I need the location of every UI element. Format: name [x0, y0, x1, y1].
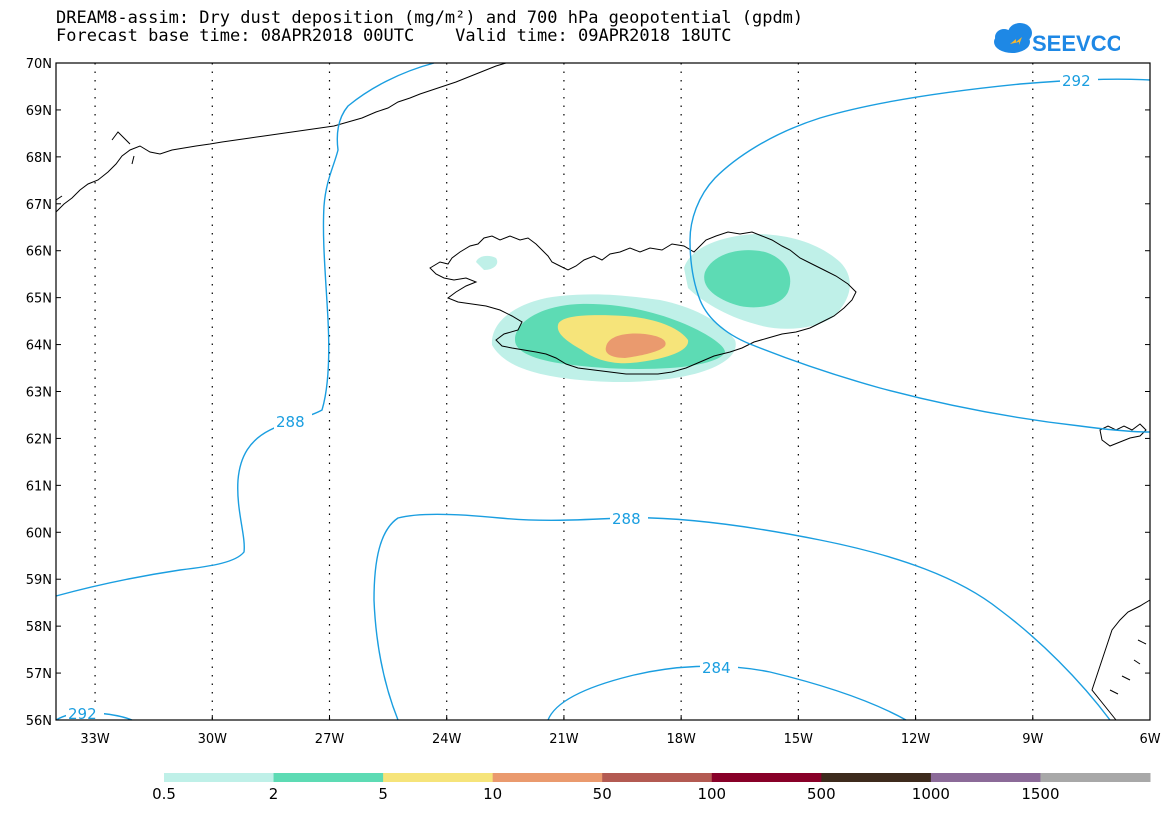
lon-label: 21W	[549, 732, 579, 747]
colorbar-swatch	[492, 773, 603, 782]
greenland-coastline	[55, 62, 507, 213]
lon-label: 30W	[198, 732, 228, 747]
lat-label: 63N	[26, 386, 52, 401]
contour-288-west	[55, 62, 435, 597]
colorbar-swatch	[383, 773, 494, 782]
colorbar-label: 0.5	[152, 785, 176, 803]
colorbar-label: 500	[807, 785, 836, 803]
lat-label: 59N	[26, 573, 52, 588]
lat-label: 65N	[26, 292, 52, 307]
dust-area-green-ne	[704, 250, 791, 308]
lat-label: 61N	[26, 479, 52, 494]
map-title: DREAM8-assim: Dry dust deposition (mg/m²…	[56, 8, 804, 28]
scotland-coastline	[1091, 599, 1151, 721]
dust-area-light-nw	[476, 255, 498, 270]
latitude-labels: 70N 69N 68N 67N 66N 65N 64N 63N 62N 61N 60N 59N 58N 5…	[26, 57, 52, 729]
coastlines	[55, 62, 1151, 721]
contour-label-292-southwest: 292	[68, 705, 97, 723]
longitude-labels: 33W 30W 27W 24W 21W 18W 15W 12W 9W 6W	[80, 732, 1160, 747]
contour-label-292-north: 292	[1062, 72, 1091, 90]
colorbar-boxes	[164, 773, 1151, 782]
lon-label: 18W	[666, 732, 696, 747]
lon-label: 6W	[1139, 732, 1160, 747]
contour-labels: 292 288 288 284 292	[66, 71, 1098, 723]
lat-label: 60N	[26, 526, 52, 541]
colorbar-swatch	[273, 773, 384, 782]
greenland-fjord-detail	[55, 131, 135, 201]
cloud-logo-icon	[994, 23, 1032, 53]
lon-label: 27W	[315, 732, 345, 747]
lon-label: 12W	[901, 732, 931, 747]
logo-text: SEEVCCC	[1032, 31, 1120, 56]
scotland-islands	[1109, 639, 1147, 695]
lon-label: 9W	[1022, 732, 1043, 747]
colorbar-swatch	[711, 773, 822, 782]
colorbar-label: 100	[697, 785, 726, 803]
lon-label: 15W	[784, 732, 814, 747]
lat-label: 57N	[26, 667, 52, 682]
colorbar-label: 50	[593, 785, 612, 803]
colorbar-label: 10	[483, 785, 502, 803]
colorbar-swatch	[821, 773, 932, 782]
colorbar-label: 1500	[1021, 785, 1059, 803]
lat-label: 69N	[26, 104, 52, 119]
colorbar-label: 1000	[912, 785, 950, 803]
contour-label-284: 284	[702, 659, 731, 677]
colorbar-swatch	[930, 773, 1041, 782]
dust-area-orange	[605, 333, 666, 358]
seevccc-logo: SEEVCCC	[994, 23, 1120, 56]
colorbar-swatch	[1040, 773, 1151, 782]
contour-label-288-west: 288	[276, 413, 305, 431]
colorbar-label: 5	[378, 785, 388, 803]
colorbar-label: 2	[269, 785, 279, 803]
lat-label: 70N	[26, 57, 52, 72]
lon-label: 33W	[80, 732, 110, 747]
forecast-times: Forecast base time: 08APR2018 00UTC Vali…	[56, 26, 732, 46]
colorbar-labels: 0.5 2 5 10 50 100 500 1000 1500	[152, 785, 1059, 803]
lat-label: 68N	[26, 151, 52, 166]
colorbar-swatch	[164, 773, 275, 782]
contour-label-288-south: 288	[612, 510, 641, 528]
lat-label: 62N	[26, 432, 52, 447]
lat-label: 56N	[26, 714, 52, 729]
lat-label: 58N	[26, 620, 52, 635]
lon-label: 24W	[432, 732, 462, 747]
contour-292-north	[689, 78, 1151, 433]
lat-label: 67N	[26, 198, 52, 213]
lat-label: 64N	[26, 339, 52, 354]
plot-frame	[55, 62, 1151, 721]
lat-label: 66N	[26, 245, 52, 260]
dust-deposition-shading	[476, 234, 850, 383]
colorbar-swatch	[602, 773, 713, 782]
iceland-coastline	[429, 231, 857, 375]
